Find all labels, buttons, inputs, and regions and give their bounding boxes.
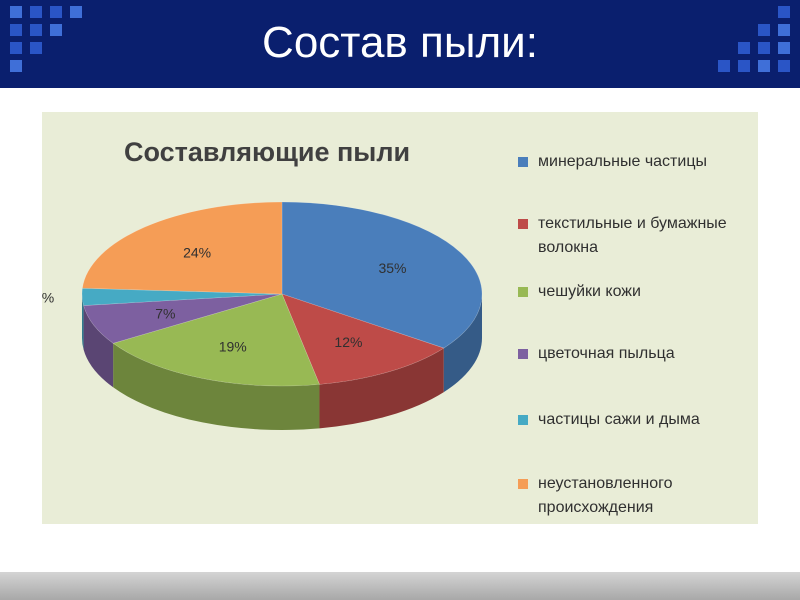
header-square — [10, 42, 22, 54]
header-square — [758, 60, 770, 72]
header-square — [738, 60, 750, 72]
chart-title: Составляющие пыли — [124, 137, 411, 167]
legend-label: чешуйки кожи — [538, 283, 641, 300]
legend-swatch — [518, 157, 528, 167]
pie-slice — [83, 293, 283, 344]
header-square — [30, 24, 42, 36]
pie-slice-side — [319, 348, 444, 429]
slide-title: Состав пыли: — [262, 18, 538, 67]
pie-data-label: 24% — [183, 244, 211, 260]
header-square — [50, 24, 62, 36]
pie-slice-side — [443, 294, 482, 393]
legend-swatch — [518, 287, 528, 297]
pie-chart: 35% 12% 19% 7% 3% 24% — [42, 201, 483, 430]
header-square — [738, 42, 750, 54]
pie-data-label: 35% — [378, 260, 406, 276]
pie-data-label: 3% — [42, 289, 54, 305]
legend-label: текстильные и бумажные волокна — [538, 215, 727, 256]
header-square — [70, 6, 82, 18]
pie-slice-side — [113, 343, 320, 430]
pie-slice — [82, 201, 283, 295]
header-square — [758, 42, 770, 54]
header-square — [778, 42, 790, 54]
header-square — [10, 24, 22, 36]
pie-data-label: 12% — [334, 334, 362, 350]
header-square — [718, 60, 730, 72]
header-square — [50, 6, 62, 18]
legend-swatch — [518, 415, 528, 425]
pie-data-label: 19% — [219, 338, 247, 354]
pie-slice-side — [83, 305, 114, 388]
footer-bar — [0, 572, 800, 600]
legend-label: неустановленного происхождения — [538, 475, 673, 516]
header-square — [778, 6, 790, 18]
legend-label: минеральные частицы — [538, 153, 707, 170]
slide-header: Состав пыли: — [0, 0, 800, 88]
legend-swatch — [518, 219, 528, 229]
header-square — [758, 24, 770, 36]
pie-slice — [281, 201, 483, 349]
pie-slice — [81, 287, 283, 306]
legend-label: цветочная пыльца — [538, 345, 675, 362]
header-square — [10, 6, 22, 18]
pie-slice-side — [82, 294, 84, 350]
legend-label: частицы сажи и дыма — [538, 411, 700, 428]
header-square — [10, 60, 22, 72]
header-square — [778, 24, 790, 36]
chart-panel: 35% 12% 19% 7% 3% 24% Составляющие пыли минер… — [42, 112, 758, 524]
pie-slice — [281, 293, 445, 385]
header-square — [30, 6, 42, 18]
legend-swatch — [518, 479, 528, 489]
pie-slice — [112, 293, 320, 387]
header-square — [778, 60, 790, 72]
legend-swatch — [518, 349, 528, 359]
pie-data-label: 7% — [155, 305, 175, 321]
header-square — [30, 42, 42, 54]
